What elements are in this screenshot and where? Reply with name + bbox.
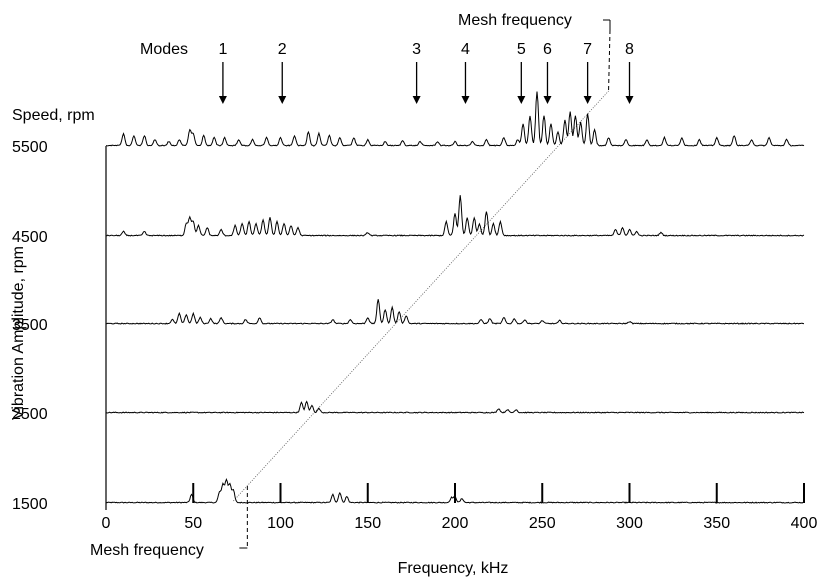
mode-label: 4 bbox=[461, 41, 470, 58]
x-tick-label: 200 bbox=[442, 515, 469, 532]
mesh-callout-top bbox=[608, 29, 611, 92]
mesh-frequency-diagonal bbox=[233, 90, 609, 502]
mode-arrowhead bbox=[517, 96, 526, 104]
mesh-frequency-label-top: Mesh frequency bbox=[458, 12, 572, 29]
spectrum-trace-3500 bbox=[105, 299, 804, 325]
mode-6: 6 bbox=[543, 41, 552, 104]
modes-label: Modes bbox=[140, 41, 188, 58]
x-tick-label: 350 bbox=[703, 515, 730, 532]
spectrum-trace-1500 bbox=[105, 478, 805, 504]
mode-arrowhead bbox=[625, 96, 634, 104]
x-tick-label: 250 bbox=[529, 515, 556, 532]
x-tick-label: 50 bbox=[184, 515, 202, 532]
mode-label: 8 bbox=[625, 41, 634, 58]
axes: 1500 2500 3500 4500 5500 0 50 100 150 200 250 300 35… bbox=[12, 139, 817, 532]
x-tick-label: 300 bbox=[616, 515, 643, 532]
mode-arrowhead bbox=[543, 96, 552, 104]
mode-label: 6 bbox=[543, 41, 552, 58]
mode-label: 7 bbox=[583, 41, 592, 58]
mode-label: 5 bbox=[517, 41, 526, 58]
y-tick-label: 2500 bbox=[12, 406, 48, 423]
y-axis-label: Vibration Amplitude, rpm bbox=[10, 246, 27, 420]
mode-5: 5 bbox=[517, 41, 526, 104]
mode-1: 1 bbox=[218, 41, 227, 104]
x-axis-label: Frequency, kHz bbox=[398, 560, 509, 577]
y-tick-label: 3500 bbox=[12, 317, 48, 334]
mode-label: 2 bbox=[278, 41, 287, 58]
mesh-frequency-line bbox=[233, 19, 611, 549]
spectrum-trace-2500 bbox=[105, 400, 805, 414]
y-tick-label: 4500 bbox=[12, 229, 48, 246]
x-tick-label: 100 bbox=[267, 515, 294, 532]
mode-arrowhead bbox=[461, 96, 470, 104]
speed-label: Speed, rpm bbox=[12, 107, 95, 124]
spectrum-traces bbox=[105, 91, 805, 504]
spectrum-line bbox=[106, 195, 805, 237]
mode-arrowhead bbox=[218, 96, 227, 104]
x-tick-label: 150 bbox=[354, 515, 381, 532]
y-tick-label: 1500 bbox=[12, 496, 48, 513]
mode-arrowhead bbox=[583, 96, 592, 104]
x-tick-label: 400 bbox=[791, 515, 818, 532]
spectrum-line bbox=[105, 400, 805, 414]
mode-arrowhead bbox=[412, 96, 421, 104]
mode-label: 1 bbox=[218, 41, 227, 58]
spectrum-trace-5500 bbox=[105, 91, 805, 147]
mode-label: 3 bbox=[412, 41, 421, 58]
mode-7: 7 bbox=[583, 41, 592, 104]
mode-8: 8 bbox=[625, 41, 634, 104]
mode-arrowhead bbox=[278, 96, 287, 104]
x-tick-label: 0 bbox=[102, 515, 111, 532]
mode-2: 2 bbox=[278, 41, 287, 104]
mesh-frequency-label-bottom: Mesh frequency bbox=[90, 542, 204, 559]
y-tick-label: 5500 bbox=[12, 139, 48, 156]
mode-3: 3 bbox=[412, 41, 421, 104]
mode-4: 4 bbox=[461, 41, 470, 104]
spectrum-line bbox=[105, 299, 804, 325]
spectrum-trace-4500 bbox=[106, 195, 805, 237]
spectrum-line bbox=[105, 91, 805, 147]
